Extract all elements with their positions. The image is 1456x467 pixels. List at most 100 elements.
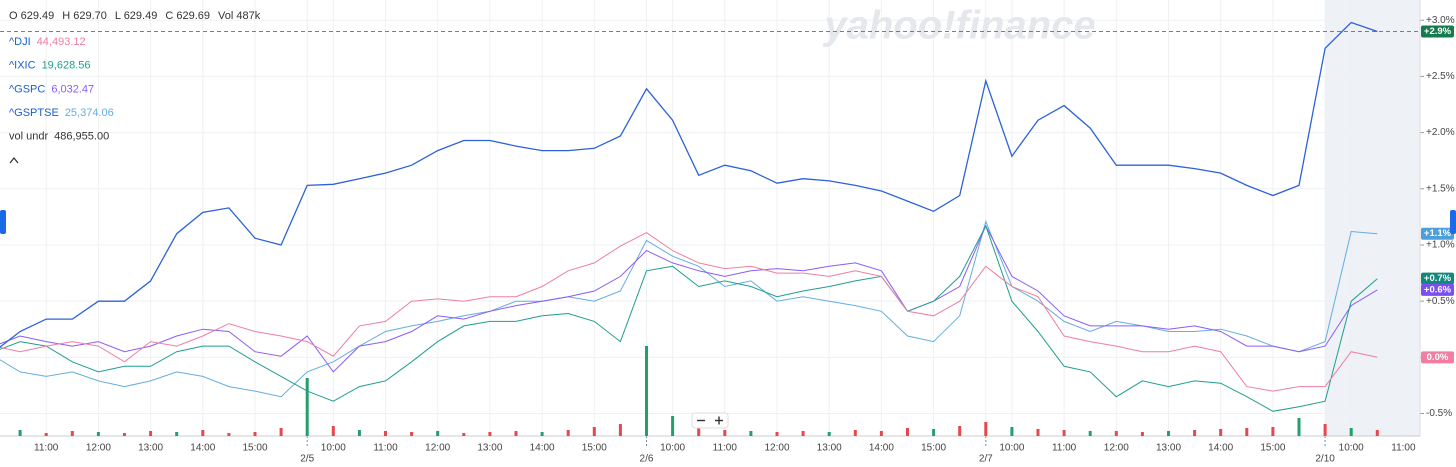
end-label-badge [1421,25,1454,38]
legend-quote: 25,374.06 [65,107,114,119]
end-label-badge [1421,351,1454,364]
volume-bar [853,430,857,436]
volume-bar [984,422,988,436]
x-tick-label: 11:00 [34,443,59,454]
date-label: 2/7 [979,454,993,465]
volume-bar [1245,428,1249,436]
x-tick-label: 11:00 [1391,443,1416,454]
end-label-badge [1421,283,1454,296]
volume-bar [827,432,831,436]
x-tick-label: 15:00 [582,443,607,454]
volume-bar [1114,431,1118,436]
volume-bar [958,426,962,436]
collapse-caret[interactable] [9,157,19,164]
x-tick-label: 14:00 [1208,443,1233,454]
volume-bar [671,416,675,436]
x-tick-label: 15:00 [921,443,946,454]
right-handle[interactable] [1450,210,1456,234]
volume-bar [1323,424,1327,436]
end-label-badge [1421,227,1454,240]
volume-bar [410,432,414,436]
legend-quote: 44,493.12 [37,36,86,48]
x-tick-label: 10:00 [321,443,346,454]
x-tick-label: 15:00 [1260,443,1285,454]
y-tick-label: +3.0% [1426,15,1455,26]
end-label: +0.6% [1424,284,1452,295]
series-line [0,224,1378,373]
x-tick-label: 12:00 [86,443,111,454]
volume-bar [932,429,936,436]
x-tick-label: 10:00 [999,443,1024,454]
volume-bar [801,431,805,436]
x-tick-label: 10:00 [1339,443,1364,454]
volume-bar [879,431,883,436]
end-label-badge [1421,272,1454,285]
x-tick-label: 11:00 [373,443,398,454]
x-tick-label: 13:00 [477,443,502,454]
volume-bar [18,430,22,436]
volume-bar [1271,427,1275,436]
left-handle[interactable] [0,210,6,234]
x-tick-label: 15:00 [242,443,267,454]
volume-bar [175,432,179,436]
end-label: 0.0% [1427,352,1449,363]
volume-bar [1219,429,1223,436]
x-tick-label: 14:00 [190,443,215,454]
ohlc-value: O 629.49 [9,10,54,22]
volume-bar [749,431,753,436]
volume-bar [331,426,335,436]
volume-bar [44,433,48,436]
volume-bar [1297,418,1301,436]
x-tick-label: 11:00 [713,443,738,454]
volume-bar [1140,432,1144,436]
x-tick-label: 12:00 [1104,443,1129,454]
date-label: 2/10 [1315,454,1335,465]
volume-bar [618,424,622,436]
legend-quote: 486,955.00 [54,131,109,143]
volume-bar [462,433,466,436]
series-line [0,219,1378,398]
volume-bar [305,378,309,436]
volume-bar [123,433,126,436]
legend-name: ^DJI [9,36,31,48]
ohlc-value: H 629.70 [62,10,107,22]
volume-bar [697,428,701,436]
volume-bar [436,431,440,436]
volume-bar [70,431,74,436]
x-tick-label: 14:00 [869,443,894,454]
zoom-buttons [691,412,729,429]
volume-bar [1349,428,1353,436]
volume-bar [1167,431,1170,436]
x-tick-label: 13:00 [138,443,163,454]
volume-bar [227,433,231,436]
date-label: 2/5 [300,454,314,465]
volume-bar [514,431,518,436]
legend-name: ^GSPTSE [9,107,59,119]
volume-bar [540,432,544,436]
volume-bar [1062,430,1066,436]
volume-bar [592,427,596,436]
volume-bar [775,432,779,436]
ohlc-value: Vol 487k [218,10,261,22]
x-tick-label: 10:00 [660,443,685,454]
y-tick-label: +2.0% [1426,127,1455,138]
volume-bar [357,430,361,436]
series-line [0,21,1378,348]
y-tick-label: +2.5% [1426,71,1455,82]
volume-bar [201,430,205,436]
end-label: +1.1% [1424,228,1452,239]
x-tick-label: 13:00 [1156,443,1181,454]
volume-bar [149,431,153,436]
legend-quote: 6,032.47 [51,83,94,95]
watermark: yahoo!finance [822,4,1095,48]
volume-bar [1375,430,1379,436]
volume-bar [384,431,387,436]
ohlc-value: L 629.49 [115,10,157,22]
background [0,0,1420,436]
legend-name: ^GSPC [9,83,45,95]
volume-bar [1193,430,1197,436]
end-label: +0.7% [1424,273,1452,284]
volume-bar [906,428,909,436]
